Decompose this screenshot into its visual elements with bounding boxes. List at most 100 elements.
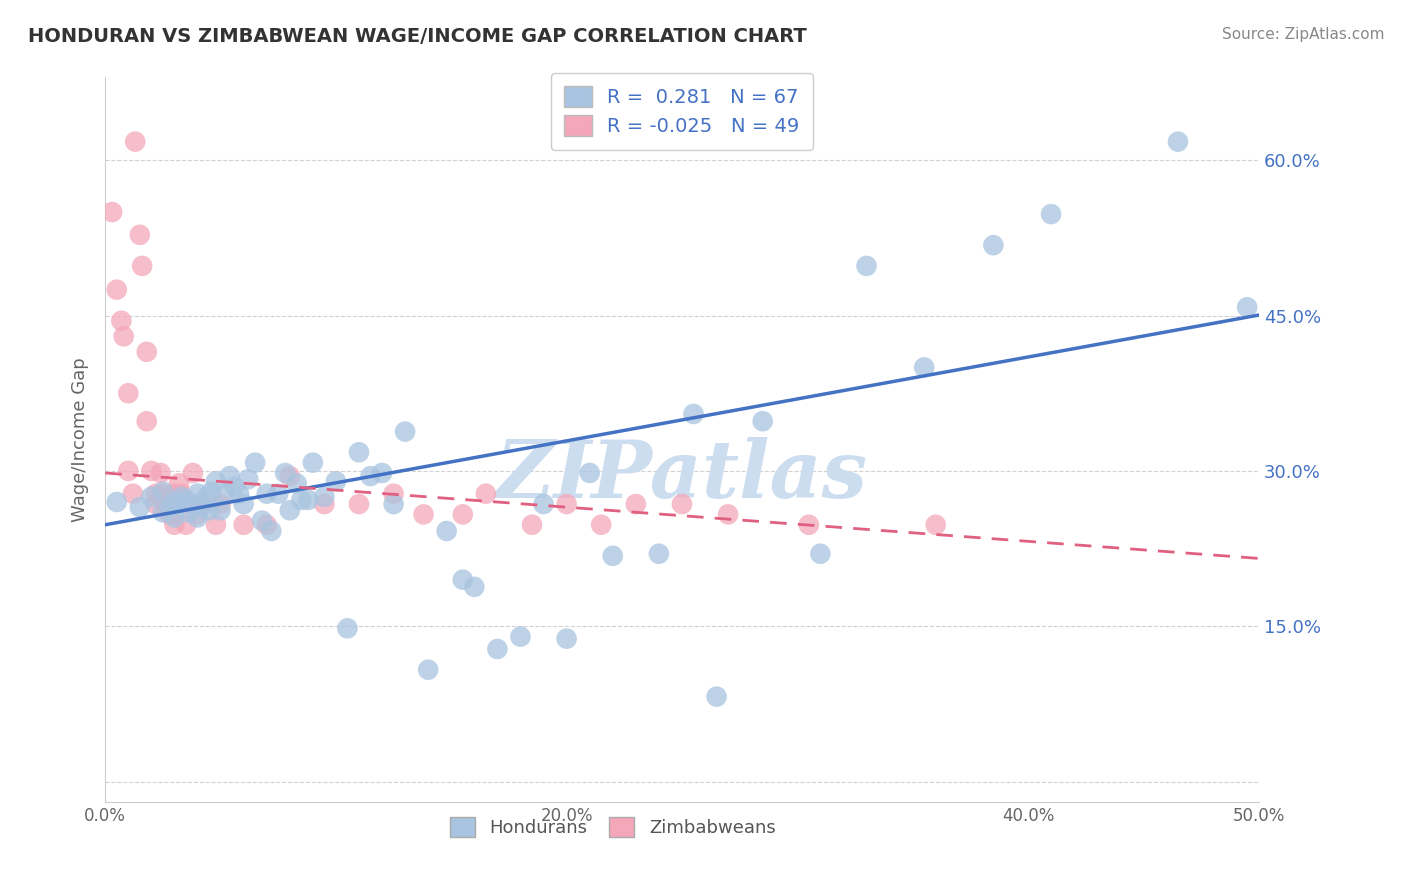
- Point: [181, 466, 204, 480]
- Point: [163, 495, 186, 509]
- Point: [533, 497, 555, 511]
- Y-axis label: Wage/Income Gap: Wage/Income Gap: [72, 358, 89, 522]
- Point: [347, 497, 370, 511]
- Point: [250, 514, 273, 528]
- Point: [141, 490, 163, 504]
- Point: [602, 549, 624, 563]
- Point: [167, 476, 190, 491]
- Point: [371, 466, 394, 480]
- Point: [209, 503, 232, 517]
- Text: Source: ZipAtlas.com: Source: ZipAtlas.com: [1222, 27, 1385, 42]
- Point: [578, 466, 600, 480]
- Point: [228, 486, 250, 500]
- Point: [174, 492, 197, 507]
- Point: [648, 547, 671, 561]
- Point: [167, 497, 190, 511]
- Point: [152, 486, 174, 500]
- Point: [200, 484, 222, 499]
- Point: [256, 517, 278, 532]
- Point: [925, 517, 948, 532]
- Legend: Hondurans, Zimbabweans: Hondurans, Zimbabweans: [443, 810, 783, 844]
- Point: [382, 486, 405, 500]
- Point: [360, 469, 382, 483]
- Point: [128, 227, 150, 242]
- Point: [128, 500, 150, 515]
- Point: [267, 486, 290, 500]
- Point: [152, 484, 174, 499]
- Point: [163, 486, 186, 500]
- Point: [1040, 207, 1063, 221]
- Point: [591, 517, 613, 532]
- Point: [314, 490, 336, 504]
- Point: [451, 508, 474, 522]
- Point: [135, 344, 157, 359]
- Point: [153, 497, 176, 511]
- Point: [325, 475, 347, 489]
- Point: [145, 486, 167, 500]
- Point: [463, 580, 485, 594]
- Point: [117, 464, 139, 478]
- Point: [555, 632, 578, 646]
- Point: [418, 663, 440, 677]
- Point: [855, 259, 877, 273]
- Point: [112, 329, 135, 343]
- Point: [285, 476, 308, 491]
- Point: [101, 205, 124, 219]
- Point: [412, 508, 434, 522]
- Point: [436, 524, 458, 538]
- Point: [682, 407, 704, 421]
- Point: [152, 505, 174, 519]
- Point: [238, 472, 260, 486]
- Point: [117, 386, 139, 401]
- Point: [671, 497, 693, 511]
- Point: [382, 497, 405, 511]
- Point: [475, 486, 498, 500]
- Point: [278, 503, 301, 517]
- Point: [191, 500, 214, 515]
- Point: [256, 486, 278, 500]
- Point: [110, 314, 132, 328]
- Point: [751, 414, 773, 428]
- Point: [159, 508, 181, 522]
- Point: [224, 479, 246, 493]
- Point: [218, 469, 240, 483]
- Point: [163, 517, 186, 532]
- Point: [808, 547, 831, 561]
- Point: [170, 486, 193, 500]
- Point: [149, 466, 172, 480]
- Point: [186, 510, 208, 524]
- Point: [509, 630, 531, 644]
- Point: [173, 497, 195, 511]
- Point: [232, 517, 254, 532]
- Point: [124, 135, 146, 149]
- Point: [145, 497, 167, 511]
- Point: [297, 492, 319, 507]
- Point: [983, 238, 1005, 252]
- Point: [186, 486, 208, 500]
- Point: [1167, 135, 1189, 149]
- Point: [141, 464, 163, 478]
- Point: [105, 283, 128, 297]
- Point: [394, 425, 416, 439]
- Point: [486, 642, 509, 657]
- Point: [191, 497, 214, 511]
- Point: [336, 621, 359, 635]
- Point: [1236, 301, 1258, 315]
- Point: [174, 517, 197, 532]
- Point: [105, 495, 128, 509]
- Point: [214, 486, 236, 500]
- Point: [135, 414, 157, 428]
- Point: [260, 524, 283, 538]
- Point: [205, 517, 228, 532]
- Point: [717, 508, 740, 522]
- Point: [520, 517, 543, 532]
- Point: [198, 503, 221, 517]
- Point: [624, 497, 647, 511]
- Point: [195, 490, 218, 504]
- Point: [181, 497, 204, 511]
- Point: [290, 492, 312, 507]
- Point: [122, 486, 145, 500]
- Point: [912, 360, 935, 375]
- Point: [170, 490, 193, 504]
- Point: [186, 508, 208, 522]
